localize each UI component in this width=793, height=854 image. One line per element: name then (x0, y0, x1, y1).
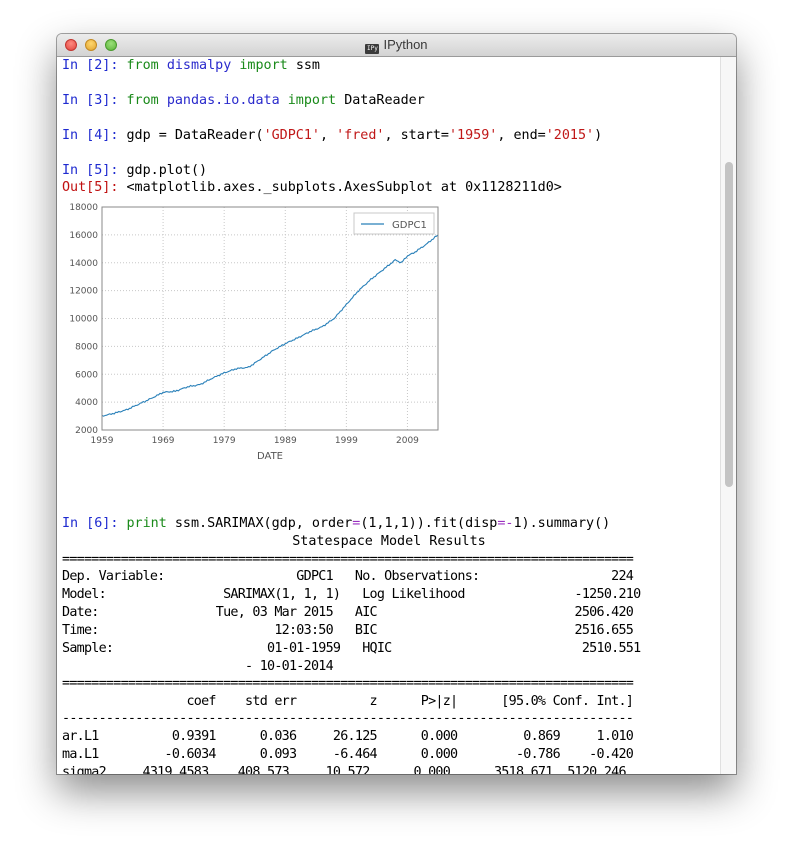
plot-frame (101, 206, 439, 431)
summary-row: - 10-01-2014 (62, 659, 334, 674)
output-prompt: Out[5]: (62, 180, 119, 195)
cell-3: In [3]: from pandas.io.data import DataR… (62, 92, 425, 110)
window-title: IPy IPython (57, 37, 736, 54)
summary-title: Statespace Model Results (292, 534, 486, 549)
y-tick-label: 18000 (69, 203, 98, 213)
keyword: from (126, 58, 159, 73)
y-tick-label: 2000 (75, 426, 98, 436)
import-name: DataReader (344, 93, 425, 108)
code-text: gdp.plot() (126, 163, 208, 178)
keyword: from (126, 93, 159, 108)
close-button[interactable] (65, 39, 77, 51)
input-prompt: In [5]: (62, 163, 119, 178)
legend-label: GDPC1 (392, 220, 427, 231)
params-header: coef std err z P>|z| [95.0% Conf. Int.] (62, 694, 634, 709)
zoom-button[interactable] (105, 39, 117, 51)
chart-legend: GDPC1 (353, 212, 435, 235)
keyword: print (126, 516, 167, 531)
ipython-window: IPy IPython In [2]: from dismalpy import … (57, 34, 736, 774)
code-text: ) (594, 128, 603, 143)
summary-separator: ----------------------------------------… (62, 711, 634, 726)
code-text: gdp = DataReader( (126, 128, 264, 143)
keyword: import (287, 93, 337, 108)
chart-ticks: 2000 4000 6000 8000 10000 12000 14000 16000 1800… (69, 203, 419, 446)
input-prompt: In [3]: (62, 93, 119, 108)
input-prompt: In [4]: (62, 128, 119, 143)
y-tick-label: 14000 (69, 259, 98, 269)
param-row: ar.L1 0.9391 0.036 26.125 0.000 0.869 1.… (62, 729, 634, 744)
console-content[interactable]: In [2]: from dismalpy import ssm In [3]:… (57, 57, 721, 774)
cell-5: In [5]: gdp.plot() (62, 162, 207, 180)
input-prompt: In [2]: (62, 58, 119, 73)
code-text: , start= (384, 128, 450, 143)
scrollbar-thumb[interactable] (725, 162, 733, 487)
operator: =- (497, 516, 514, 531)
code-text: , (320, 128, 337, 143)
summary-separator: ========================================… (62, 552, 634, 567)
string-literal: 'GDPC1' (263, 128, 320, 143)
y-tick-label: 8000 (75, 342, 98, 352)
import-name: ssm (295, 58, 320, 73)
x-axis-label: DATE (257, 451, 283, 462)
input-prompt: In [6]: (62, 516, 119, 531)
cell-6: In [6]: print ssm.SARIMAX(gdp, order=(1,… (62, 515, 610, 533)
cell-4: In [4]: gdp = DataReader('GDPC1', 'fred'… (62, 127, 602, 145)
ipython-app-icon: IPy (365, 44, 380, 54)
param-row: ma.L1 -0.6034 0.093 -6.464 0.000 -0.786 … (62, 747, 634, 762)
y-tick-label: 12000 (69, 287, 98, 297)
code-text: ssm.SARIMAX(gdp, order (166, 516, 353, 531)
x-tick-label: 1959 (91, 436, 114, 446)
param-row: sigma2 4319.4583 408.573 10.572 0.000 35… (62, 765, 627, 774)
summary-row: Date: Tue, 03 Mar 2015 AIC 2506.420 (62, 605, 634, 620)
chart-grid (101, 206, 438, 431)
x-tick-label: 1999 (335, 436, 358, 446)
string-literal: 'fred' (336, 128, 385, 143)
window-title-text: IPython (383, 37, 428, 52)
string-literal: '2015' (545, 128, 595, 143)
legend-box (353, 212, 435, 235)
x-tick-label: 1989 (274, 436, 297, 446)
series-line-gdpc1 (101, 234, 439, 417)
summary-separator: ========================================… (62, 676, 634, 691)
output-text: <matplotlib.axes._subplots.AxesSubplot a… (126, 180, 562, 195)
code-text: , end= (497, 128, 546, 143)
module-name: pandas.io.data (166, 93, 280, 108)
y-tick-label: 10000 (69, 315, 98, 325)
cell-5-output: Out[5]: <matplotlib.axes._subplots.AxesS… (62, 179, 562, 197)
x-tick-label: 1969 (152, 436, 175, 446)
string-literal: '1959' (449, 128, 498, 143)
cell-2: In [2]: from dismalpy import ssm (62, 57, 320, 75)
title-bar[interactable]: IPy IPython (57, 34, 736, 57)
summary-row: Sample: 01-01-1959 HQIC 2510.551 (62, 641, 641, 656)
summary-row: Model: SARIMAX(1, 1, 1) Log Likelihood -… (62, 587, 641, 602)
y-tick-label: 16000 (69, 231, 98, 241)
minimize-button[interactable] (85, 39, 97, 51)
summary-row: Time: 12:03:50 BIC 2516.655 (62, 623, 634, 638)
x-tick-label: 1979 (213, 436, 236, 446)
code-text: (1,1,1)).fit(disp (360, 516, 498, 531)
keyword: import (239, 58, 288, 73)
y-tick-label: 6000 (75, 370, 98, 380)
gdp-line-chart: 2000 4000 6000 8000 10000 12000 14000 16000 1800… (69, 203, 439, 462)
module-name: dismalpy (166, 58, 232, 73)
operator: = (352, 516, 361, 531)
summary-row: Dep. Variable: GDPC1 No. Observations: 2… (62, 569, 634, 584)
x-tick-label: 2009 (396, 436, 419, 446)
code-text: 1).summary() (513, 516, 611, 531)
vertical-scrollbar[interactable] (720, 57, 736, 774)
y-tick-label: 4000 (75, 398, 98, 408)
